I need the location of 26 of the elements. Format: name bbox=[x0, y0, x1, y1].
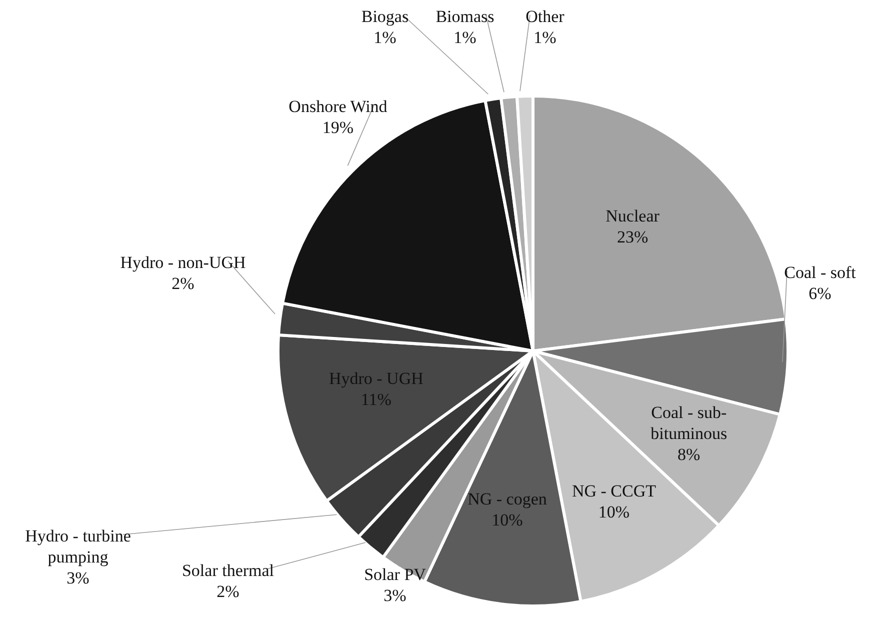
data-label: 3% bbox=[384, 586, 406, 605]
slice-label: Nuclear bbox=[606, 206, 660, 226]
slice-label: Other bbox=[526, 7, 565, 26]
slice-label: Biomass bbox=[436, 7, 494, 26]
data-label: 1% bbox=[374, 28, 396, 47]
slice-label: Hydro - non-UGH bbox=[120, 253, 246, 272]
slice-label: NG - CCGT bbox=[572, 481, 657, 500]
slice-label: NG - cogen bbox=[468, 489, 548, 508]
data-label: 10% bbox=[492, 510, 523, 530]
data-label: 10% bbox=[598, 502, 630, 522]
data-label: 1% bbox=[454, 28, 476, 47]
slice-label: Onshore Wind bbox=[288, 97, 388, 116]
slice-label: Solar PV bbox=[364, 565, 427, 584]
data-label: 3% bbox=[66, 568, 90, 588]
data-label: 6% bbox=[808, 284, 832, 303]
slice-label: Solar thermal bbox=[182, 561, 274, 580]
data-label: 23% bbox=[616, 227, 648, 246]
data-label: 1% bbox=[534, 28, 556, 47]
slice-label: Coal - soft bbox=[784, 263, 856, 282]
data-label: 8% bbox=[678, 444, 700, 464]
slice-label: Hydro - turbine pumping bbox=[25, 526, 131, 566]
slice-label: Coal - sub-bituminous bbox=[650, 402, 728, 443]
data-label: 19% bbox=[322, 118, 354, 137]
data-label: 2% bbox=[172, 274, 194, 293]
slice-label: Biogas bbox=[361, 7, 409, 26]
data-label: 2% bbox=[216, 582, 240, 601]
